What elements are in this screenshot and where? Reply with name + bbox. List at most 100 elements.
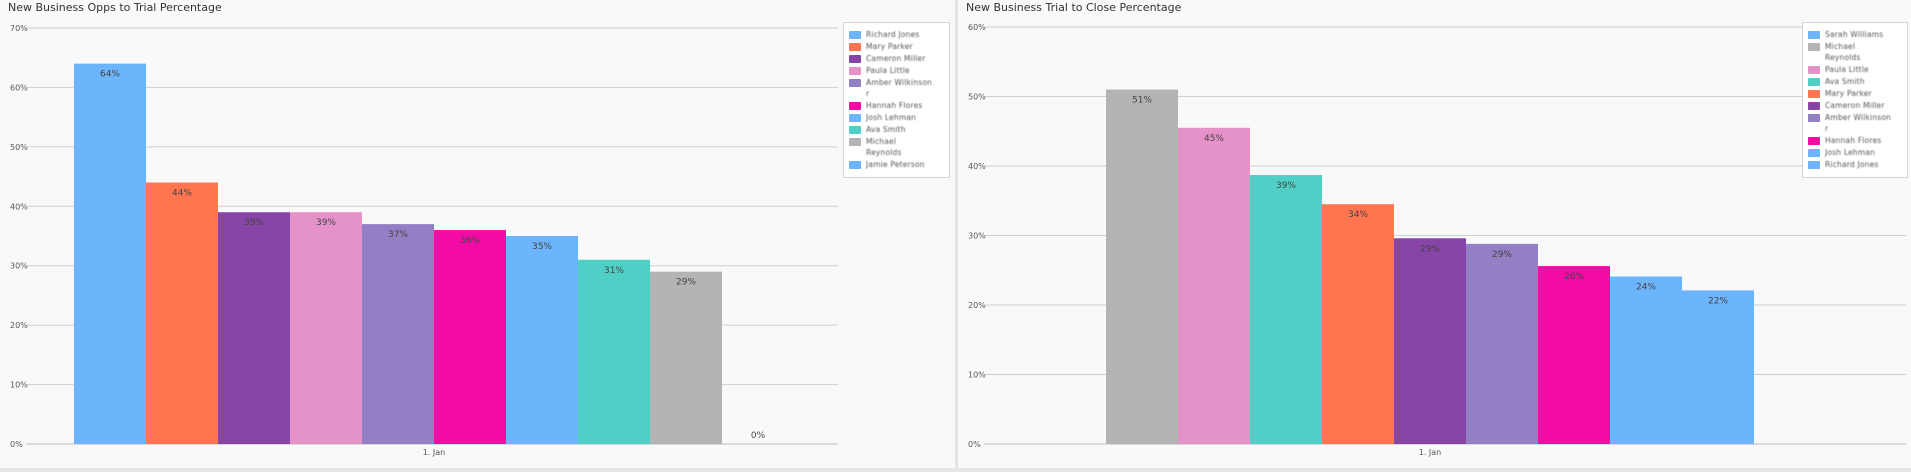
chart-panel-trial-to-close: New Business Trial to Close Percentage 0… [958,0,1911,472]
data-label: 31% [604,266,624,276]
legend-swatch [849,102,861,110]
data-label: 37% [388,230,408,240]
legend-swatch [849,79,861,87]
legend-swatch [1808,90,1820,98]
legend-item[interactable]: Josh Lehman [1808,147,1901,158]
bar[interactable] [1178,127,1250,445]
y-tick-label: 60% [968,23,986,32]
legend-swatch [849,126,861,134]
bottom-scrollbar-track [0,468,1911,472]
legend-item[interactable]: Hannah Flores [849,100,943,111]
legend-label: Cameron Miller [1825,101,1885,110]
legend-label: Jamie Peterson [866,160,925,169]
legend-item[interactable]: Mary Parker [1808,88,1901,99]
legend-label: Amber Wilkinson r [866,78,933,98]
x-tick-label: 1. Jan [1419,448,1442,457]
legend-item[interactable]: Michael Reynolds [1808,41,1901,63]
data-label: 45% [1204,134,1224,144]
chart-legend: Richard Jones Mary Parker Cameron Miller Pa… [843,22,950,178]
legend-label: Cameron Miller [866,54,926,63]
legend-item[interactable]: Ava Smith [849,124,943,135]
bar[interactable] [506,236,578,444]
legend-item[interactable]: Richard Jones [1808,159,1901,170]
bar[interactable] [146,182,218,444]
bar[interactable] [290,212,362,444]
legend-swatch [1808,149,1820,157]
y-tick-label: 0% [10,440,23,449]
legend-item[interactable]: Cameron Miller [1808,100,1901,111]
chart-panel-opps-to-trial: New Business Opps to Trial Percentage 0%… [0,0,955,472]
bar[interactable] [1322,204,1394,444]
legend-item[interactable]: Mary Parker [849,41,943,52]
data-label: 29% [1420,244,1440,254]
legend-swatch [1808,137,1820,145]
legend-item[interactable]: Richard Jones [849,29,943,40]
y-tick-label: 60% [10,83,28,92]
legend-swatch [849,67,861,75]
data-label: 34% [1348,210,1368,220]
legend-label: Amber Wilkinson r [1825,113,1892,133]
data-label: 39% [1276,181,1296,191]
legend-item[interactable]: Jamie Peterson [849,159,943,170]
legend-label: Hannah Flores [866,101,923,110]
bar[interactable] [1682,290,1754,444]
legend-item[interactable]: Cameron Miller [849,53,943,64]
data-label: 29% [676,278,696,288]
panel-divider [955,0,958,472]
legend-swatch [1808,43,1820,51]
bar[interactable] [1610,276,1682,444]
y-tick-label: 20% [10,321,28,330]
y-tick-label: 30% [10,262,28,271]
legend-item[interactable]: Hannah Flores [1808,135,1901,146]
legend-item[interactable]: Michael Reynolds [849,136,943,158]
legend-swatch [849,114,861,122]
data-label: 36% [460,236,480,246]
y-tick-label: 40% [968,162,986,171]
bar[interactable] [650,271,722,444]
legend-label: Mary Parker [866,42,913,51]
y-tick-label: 0% [968,440,981,449]
bar-chart-trial-to-close: 0% 10% 20% 30% 40% 50% 60% 51% 45% 39% 34% 29% 29% 26… [968,23,1906,457]
bar[interactable] [1466,243,1538,444]
bar[interactable] [74,63,146,445]
legend-swatch [849,31,861,39]
legend-item[interactable]: Sarah Williams [1808,29,1901,40]
legend-label: Richard Jones [1825,160,1879,169]
legend-label: Josh Lehman [1825,148,1876,157]
y-tick-label: 70% [10,24,28,33]
bar[interactable] [578,259,650,444]
data-label: 64% [100,70,120,80]
legend-item[interactable]: Amber Wilkinson r [849,77,943,99]
legend-label: Hannah Flores [1825,136,1882,145]
legend-item[interactable]: Paula Little [849,65,943,76]
data-label: 44% [172,189,192,199]
chart-legend: Sarah Williams Michael Reynolds Paula Litt… [1802,22,1908,178]
legend-swatch [849,43,861,51]
chart-title: New Business Trial to Close Percentage [966,1,1182,14]
data-label: 24% [1636,283,1656,293]
y-tick-label: 10% [10,381,28,390]
legend-item[interactable]: Ava Smith [1808,76,1901,87]
legend-swatch [1808,31,1820,39]
legend-swatch [1808,161,1820,169]
bar[interactable] [218,212,290,444]
bar[interactable] [1538,266,1610,444]
legend-item[interactable]: Paula Little [1808,64,1901,75]
legend-swatch [849,55,861,63]
legend-swatch [1808,78,1820,86]
bar[interactable] [1106,89,1178,445]
bar[interactable] [362,224,434,444]
legend-label: Ava Smith [1825,77,1865,86]
bar[interactable] [1250,175,1322,444]
legend-swatch [1808,66,1820,74]
y-tick-label: 50% [10,143,28,152]
legend-label: Sarah Williams [1825,30,1884,39]
legend-label: Ava Smith [866,125,906,134]
y-tick-label: 40% [10,202,28,211]
bar[interactable] [434,230,506,444]
data-label: 29% [1492,250,1512,260]
legend-item[interactable]: Josh Lehman [849,112,943,123]
bar[interactable] [1394,238,1466,444]
legend-item[interactable]: Amber Wilkinson r [1808,112,1901,134]
data-label: 39% [244,218,264,228]
